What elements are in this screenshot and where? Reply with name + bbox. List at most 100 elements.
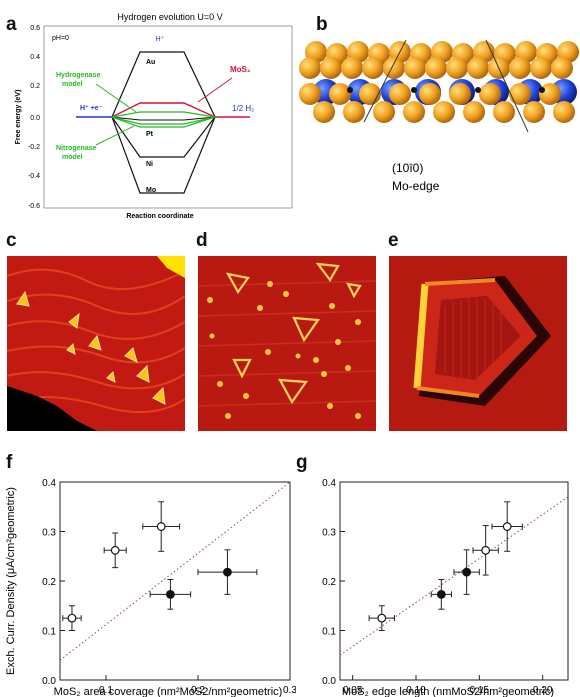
au-path [111,51,216,118]
data-point [67,613,77,623]
chart-g-frame [339,481,569,681]
nitrogenase-arrow [95,125,135,146]
fit-line [59,481,291,661]
edge-line-left [363,39,407,123]
sulfur-atom [463,101,485,123]
x-tick-label: 0.1 [99,685,113,696]
stm-e-bright-edge-top [424,278,496,286]
chart-f-xlabel: MoS₂ area coverage (nm²MoS2/nm²geometric… [54,686,283,697]
label-pt: Pt [146,131,154,138]
data-point [462,567,472,577]
panel-a-yticks: 0.6 0.4 0.2 0.0 -0.2 -0.4 -0.6 [28,25,40,210]
edge-site-marker [475,87,481,93]
x-tick-label: 0.15 [470,685,490,696]
stm-e-bright-edge-bottom [416,386,480,398]
sulfur-atom [419,83,441,105]
sulfur-atom [433,101,455,123]
stm-image-d [198,256,376,431]
edge-line-right [485,39,529,133]
mos2-path [111,102,216,118]
panel-a-ylabel: Free energy (eV) [15,90,22,145]
sulfur-atom [553,101,575,123]
panel-letter-e: e [388,230,399,251]
hydrogenase-arrow [95,83,137,113]
mo-edge-label: Mo-edge [392,179,440,193]
sulfur-atom [509,83,531,105]
sulfur-atom [551,57,573,79]
hydrogenase-path [111,111,216,118]
stm-image-e [389,256,567,431]
label-nitrogenase-model: model [62,154,83,161]
stm-e-lattice [444,298,502,378]
mo-path [111,116,216,194]
chart-f-frame [59,481,291,681]
x-tick-label: 0.3 [283,685,296,696]
sulfur-atom [299,83,321,105]
panel-letter-d: d [196,230,208,251]
chart-g: MoS₂ edge length (nmMoS2/nm²geometric) 0… [322,478,569,697]
label-hydrogenase-model: model [62,81,83,88]
sulfur-atom [425,57,447,79]
sulfur-atom [383,57,405,79]
pt-path [111,116,216,121]
sulfur-atom [329,83,351,105]
panel-letter-c: c [6,230,17,251]
y-tick-label: 0.1 [322,627,336,638]
sulfur-atom [509,57,531,79]
data-point [502,522,512,531]
data-point [110,545,120,555]
ytick-0: 0.6 [30,25,40,32]
sulfur-atom [446,57,468,79]
x-tick-label: 0.2 [191,685,205,696]
fit-line [339,496,569,656]
label-nitrogenase: Nitrogenase [56,145,97,152]
sulfur-atom [404,57,426,79]
ytick-5: -0.4 [28,173,40,180]
stm-image-c [7,256,185,431]
panel-letter-g: g [296,452,308,473]
data-point [165,589,175,599]
y-tick-label: 0.4 [322,478,336,489]
y-tick-label: 0.2 [322,577,336,588]
sulfur-atom [403,101,425,123]
panel-a-ph: pH=0 [52,35,69,42]
sulfur-atom [467,57,489,79]
chart-f-plot: 0.0 0.1 0.2 0.3 0.4 0.1 0.2 0.3 [42,478,296,696]
sulfur-atom [362,57,384,79]
sulfur-atom [359,83,381,105]
y-tick-label: 0.1 [42,627,56,638]
ytick-1: 0.4 [30,54,40,61]
label-au: Au [146,59,155,66]
ytick-2: 0.2 [30,83,40,90]
x-tick-label: 0.20 [533,685,553,696]
x-tick-label: 0.10 [406,685,426,696]
sulfur-atom [449,83,471,105]
sulfur-atom [299,57,321,79]
chart-g-plot: 0.0 0.1 0.2 0.3 0.4 0.05 0.10 0.15 0.20 [322,478,569,696]
stm-c-corner [157,256,185,278]
panel-letter-a: a [6,14,17,35]
data-point [481,545,491,555]
mos2-arrow [197,77,233,103]
panel-a-frame [43,25,293,209]
chart-g-xlabel: MoS₂ edge length (nmMoS2/nm²geometric) [342,686,554,697]
panel-a-title: Hydrogen evolution U=0 V [117,12,222,22]
sulfur-atom [389,83,411,105]
green-path-3 [111,116,216,128]
sulfur-atom [493,101,515,123]
ytick-3: 0.0 [30,115,40,122]
data-point [436,589,446,599]
y-tick-label: 0.0 [42,676,56,687]
sulfur-atom [523,101,545,123]
panel-b-model: (10ī0) Mo-edge [299,39,579,193]
stm-c-step-shadow [7,386,97,431]
data-point [156,522,166,531]
ni-path [111,116,216,158]
y-tick-label: 0.4 [42,478,56,489]
sulfur-atom [530,57,552,79]
data-point [377,613,387,623]
data-point [223,567,232,577]
panel-letter-f: f [6,452,13,473]
y-tick-label: 0.0 [322,676,336,687]
sulfur-atom [343,101,365,123]
